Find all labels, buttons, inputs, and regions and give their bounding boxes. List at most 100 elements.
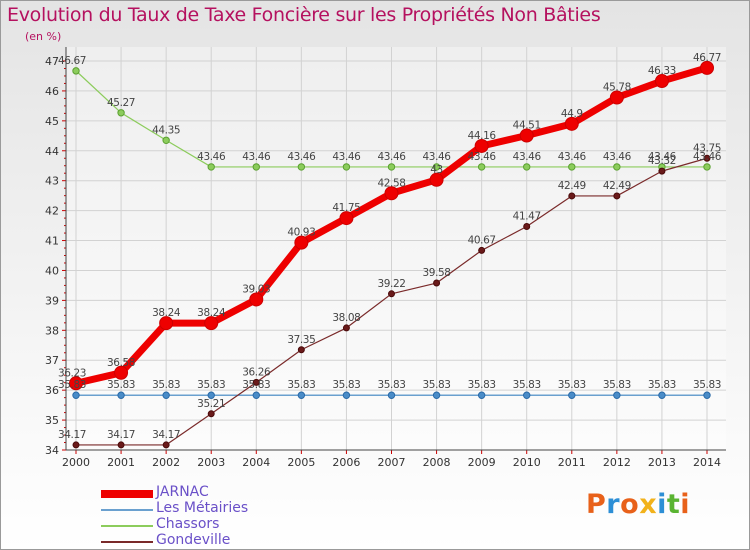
data-label: 38.24 [152, 307, 181, 319]
data-label: 35.83 [513, 379, 541, 391]
x-tick-label: 2004 [242, 456, 270, 469]
legend-swatch-jarnac [101, 490, 153, 498]
data-point [297, 163, 306, 171]
data-label: 41.75 [332, 202, 360, 214]
legend-label: Chassors [156, 516, 220, 532]
x-tick-label: 2007 [378, 456, 406, 469]
data-point [297, 391, 306, 399]
logo-letter: o [620, 489, 640, 520]
data-point [433, 279, 441, 287]
data-point [568, 192, 576, 200]
data-point [207, 163, 215, 171]
y-tick-label: 37 [45, 354, 59, 367]
x-tick-label: 2009 [468, 456, 496, 469]
data-point [342, 163, 351, 171]
data-label: 35.83 [558, 379, 586, 391]
legend-swatch-chassors [101, 525, 153, 527]
x-tick-label: 2003 [197, 456, 225, 469]
chart-title: Evolution du Taux de Taxe Foncière sur l… [7, 4, 601, 26]
data-point [609, 90, 624, 105]
data-label: 44.9 [561, 108, 583, 120]
data-label: 34.17 [58, 429, 86, 441]
data-label: 36.26 [242, 366, 271, 378]
data-label: 34.17 [152, 429, 180, 441]
x-tick-label: 2012 [603, 456, 631, 469]
data-point [523, 222, 531, 230]
data-label: 46.77 [693, 52, 721, 64]
data-label: 35.83 [693, 379, 721, 391]
data-point [658, 391, 666, 399]
data-point [523, 163, 531, 171]
data-label: 35.83 [423, 379, 451, 391]
data-label: 43.46 [558, 151, 587, 163]
data-point [162, 441, 170, 449]
y-axis-unit: (en %) [25, 30, 62, 43]
data-point [519, 128, 534, 143]
data-label: 35.83 [377, 379, 405, 391]
data-label: 39.58 [423, 267, 451, 279]
data-point [117, 391, 125, 399]
data-label: 35.83 [603, 379, 631, 391]
data-point [568, 391, 576, 399]
data-label: 43.46 [332, 151, 361, 163]
x-tick-label: 2013 [648, 456, 676, 469]
data-point [388, 290, 395, 298]
data-label: 46.33 [648, 65, 676, 77]
data-label: 44.16 [468, 130, 497, 142]
data-label: 35.83 [468, 379, 496, 391]
data-point [387, 163, 396, 171]
x-tick-label: 2000 [62, 456, 90, 469]
logo-letter: r [606, 489, 621, 520]
data-label: 39.22 [377, 278, 405, 290]
data-label: 35.83 [287, 379, 315, 391]
data-point [114, 365, 129, 380]
legend-label: Gondeville [156, 532, 231, 548]
logo-letter: i [657, 489, 667, 520]
data-point [117, 441, 125, 449]
data-point [474, 138, 489, 153]
data-point [294, 235, 309, 250]
data-point [658, 167, 666, 175]
data-label: 43.46 [648, 151, 677, 163]
data-point [703, 163, 711, 171]
data-point [162, 391, 170, 399]
data-label: 45.78 [603, 82, 631, 94]
data-point [252, 391, 260, 399]
data-label: 43.46 [242, 151, 271, 163]
data-point [613, 163, 621, 171]
data-label: 40.67 [468, 234, 496, 246]
data-label: 35.83 [332, 379, 360, 391]
data-label: 35.21 [197, 398, 225, 410]
data-point [613, 192, 621, 200]
x-tick-label: 2002 [152, 456, 180, 469]
data-label: 43.46 [513, 151, 542, 163]
data-label: 35.83 [152, 379, 180, 391]
data-label: 43.46 [377, 151, 406, 163]
y-tick-label: 42 [45, 205, 59, 218]
data-label: 38.08 [332, 312, 360, 324]
data-label: 45.27 [107, 97, 135, 109]
data-point [339, 211, 354, 226]
data-point [564, 116, 579, 131]
data-label: 44.35 [152, 124, 180, 136]
data-label: 35.83 [242, 379, 270, 391]
data-label: 46.67 [58, 55, 86, 67]
legend-swatch-gondeville [101, 541, 153, 543]
logo-letter: P [586, 489, 607, 520]
data-point [72, 391, 80, 399]
data-label: 38.24 [197, 307, 226, 319]
data-label: 43 [430, 164, 443, 176]
y-tick-label: 40 [45, 264, 59, 277]
legend-label: Les Métairies [156, 500, 249, 516]
data-label: 43.46 [287, 151, 316, 163]
data-point [384, 186, 399, 201]
x-tick-label: 2006 [332, 456, 360, 469]
data-label: 42.49 [603, 180, 631, 192]
y-tick-label: 46 [45, 85, 59, 98]
data-label: 43.75 [693, 142, 721, 154]
data-point [207, 410, 215, 418]
logo-letter: x [639, 489, 658, 520]
data-point [654, 74, 669, 89]
